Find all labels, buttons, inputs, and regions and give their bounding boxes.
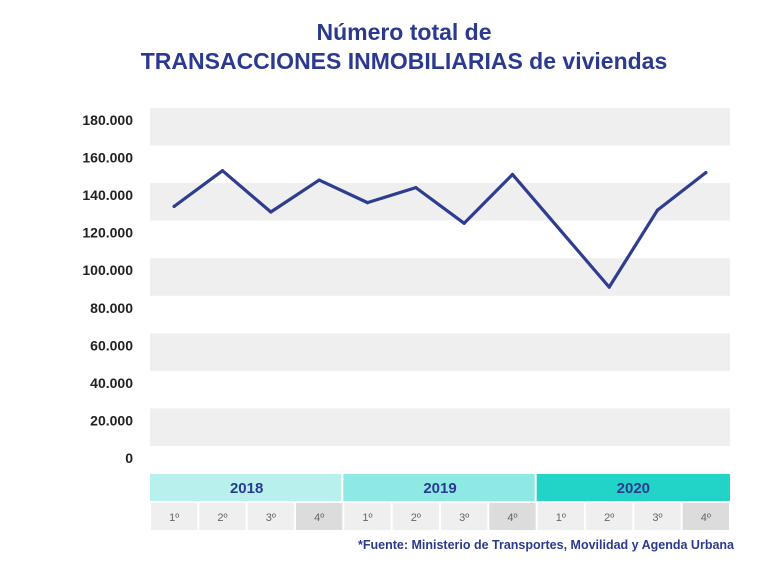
year-label: 2018 [230,480,263,497]
grid-band [150,183,730,221]
year-cell [343,474,535,501]
chart-title: Número total de TRANSACCIONES INMOBILIAR… [0,18,768,76]
y-tick-label: 60.000 [90,337,133,353]
data-point [510,172,515,177]
data-point [269,210,273,214]
quarter-cell [489,503,536,530]
quarter-label: 1º [556,512,566,524]
quarter-label: 2º [604,512,614,524]
data-point [414,186,418,190]
data-point [317,178,321,182]
grid-band [150,408,730,446]
quarter-cell [199,503,246,530]
data-point [655,208,660,212]
quarter-label: 2º [217,512,227,524]
quarter-cell [151,503,198,530]
y-tick-label: 180.000 [82,112,133,128]
y-tick-label: 40.000 [90,375,133,391]
quarter-cell [537,503,584,530]
quarter-cell [441,503,488,530]
data-point [220,169,225,173]
data-point [559,229,563,233]
data-point [172,204,176,208]
y-tick-label: 80.000 [90,300,133,316]
grid-band [150,258,730,296]
quarter-cell [392,503,439,530]
grid-band [150,108,730,146]
data-point [607,285,611,289]
title-line-2: TRANSACCIONES INMOBILIARIAS de viviendas [140,48,668,74]
quarter-cell [682,503,729,530]
quarter-label: 3º [266,512,276,524]
quarter-label: 2º [411,512,421,524]
quarter-label: 1º [362,512,372,524]
quarter-cell [634,503,681,530]
y-tick-label: 160.000 [82,150,133,166]
title-line-1: Número total de [316,19,492,45]
year-label: 2019 [423,480,456,497]
data-point [462,221,466,225]
data-point [365,201,370,205]
quarter-label: 4º [701,512,711,524]
source-note: *Fuente: Ministerio de Transportes, Movi… [358,538,734,552]
y-tick-label: 100.000 [82,262,133,278]
y-tick-label: 0 [125,450,133,466]
quarter-cell [296,503,343,530]
series-line [172,169,708,289]
quarter-cell [586,503,633,530]
year-cell [536,474,730,501]
y-tick-label: 120.000 [82,225,133,241]
y-tick-label: 20.000 [90,412,133,428]
quarter-label: 4º [314,512,324,524]
data-point [704,170,708,175]
quarter-cell [344,503,391,530]
quarter-label: 1º [169,512,179,524]
year-cell [150,474,342,501]
quarter-label: 3º [459,512,469,524]
y-tick-label: 140.000 [82,187,133,203]
year-label: 2020 [617,480,650,497]
quarter-cell [247,503,294,530]
quarter-label: 4º [507,512,517,524]
grid-band [150,333,730,371]
quarter-label: 3º [652,512,662,524]
